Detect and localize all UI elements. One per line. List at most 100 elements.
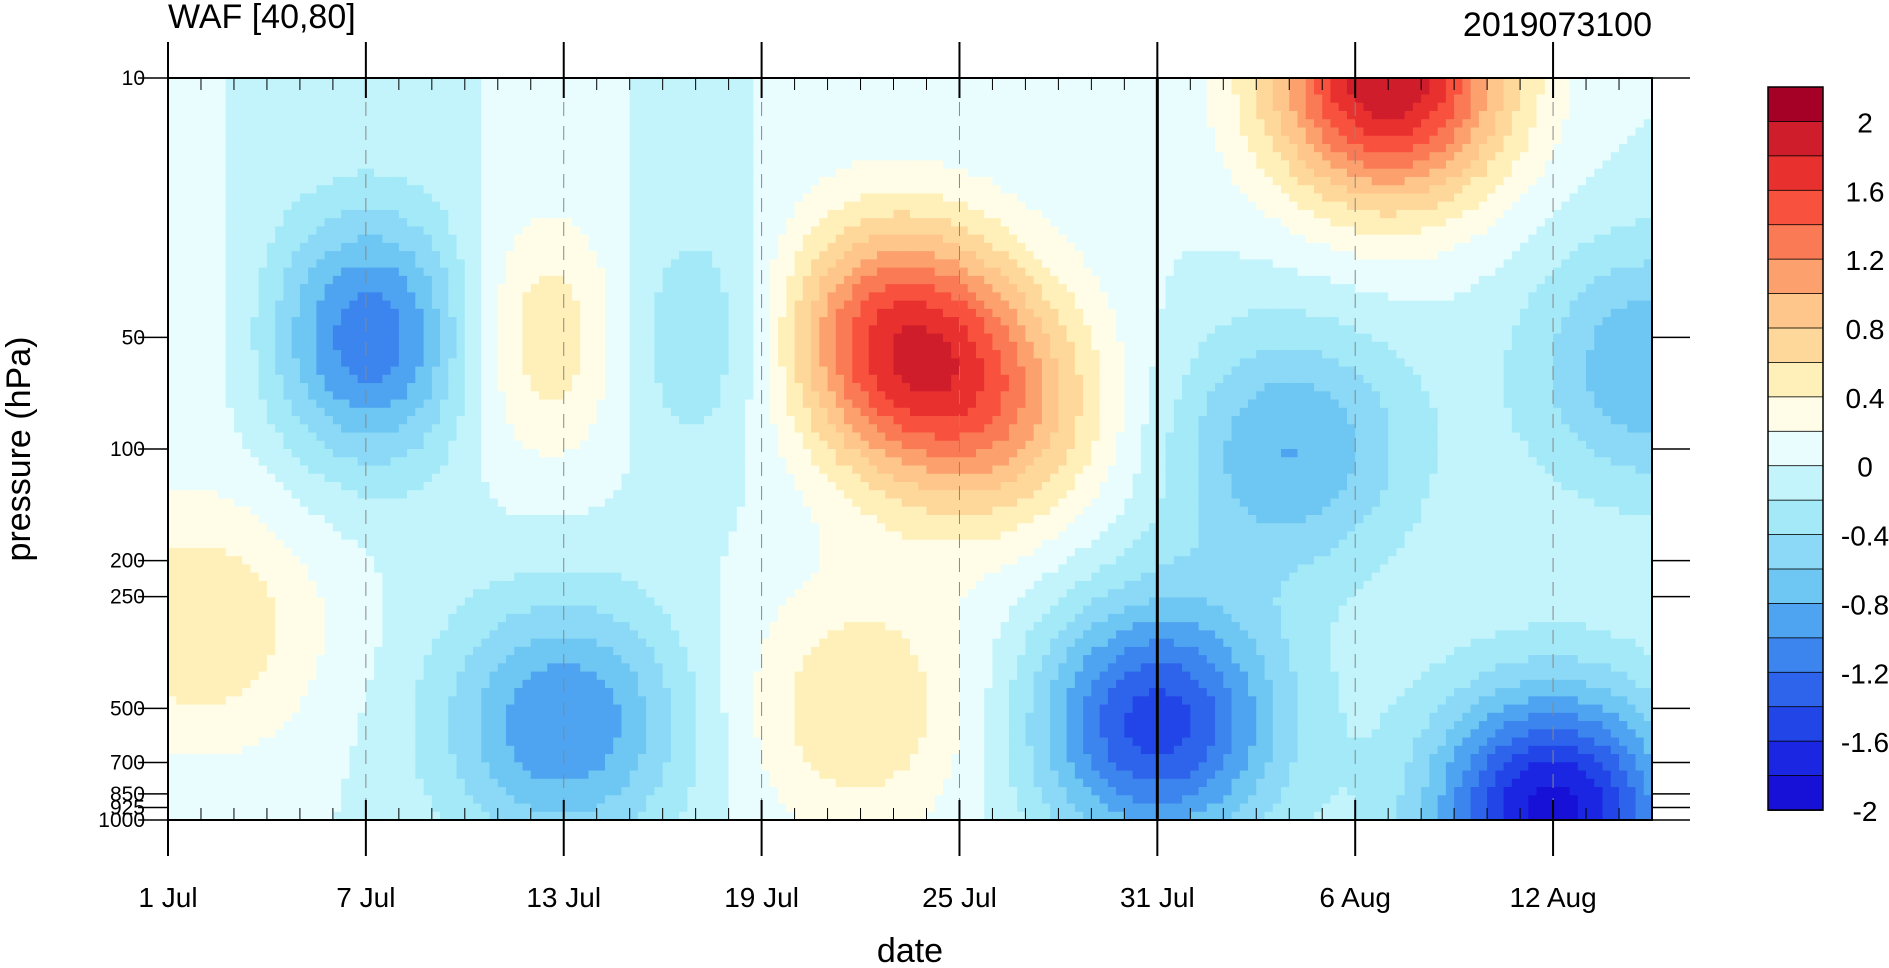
field-cell [539,209,548,219]
field-cell [580,457,590,467]
field-cell [308,242,317,252]
field-cell [621,391,631,401]
field-cell [168,102,177,112]
field-cell [192,721,202,730]
field-cell [176,374,186,384]
field-cell [613,440,623,450]
field-cell [547,481,557,491]
field-cell [365,646,375,656]
field-cell [192,333,202,343]
field-cell [473,300,482,310]
field-cell [604,152,614,162]
field-cell [324,432,334,442]
field-cell [283,580,293,590]
field-cell [440,102,449,112]
field-cell [316,589,326,598]
field-cell [473,589,482,598]
field-cell [448,119,458,129]
field-cell [258,622,268,631]
field-cell [407,449,416,458]
field-cell [225,160,235,170]
field-cell [514,762,524,772]
field-cell [440,457,449,467]
field-cell [283,547,293,557]
field-cell [571,416,581,425]
field-cell [621,416,631,425]
field-cell [184,473,194,483]
field-cell [473,729,482,739]
field-cell [481,242,491,252]
field-cell [563,671,573,681]
field-cell [382,143,392,153]
field-cell [497,770,507,780]
field-cell [555,737,565,747]
field-cell [547,176,557,186]
field-cell [407,465,416,475]
field-cell [184,745,194,755]
field-cell [563,688,573,697]
field-cell [580,696,590,706]
field-cell [506,638,515,648]
field-cell [431,267,441,277]
field-cell [217,729,227,739]
field-cell [242,209,252,219]
field-cell [184,135,194,145]
field-cell [555,778,565,788]
field-cell [440,259,449,269]
field-cell [497,457,507,467]
field-cell [176,597,186,607]
field-cell [621,234,631,244]
field-cell [588,449,598,458]
field-cell [415,778,425,788]
field-cell [184,308,194,318]
field-cell [497,399,507,409]
field-cell [473,275,482,285]
field-cell [349,490,359,500]
field-cell [423,597,433,607]
field-cell [481,671,491,681]
field-cell [332,383,342,392]
field-cell [555,127,565,137]
field-cell [200,564,210,574]
field-cell [250,160,260,170]
field-cell [489,597,499,607]
field-cell [555,646,565,656]
field-cell [407,712,416,722]
field-cell [456,671,466,681]
field-cell [258,152,268,162]
field-cell [407,242,416,252]
field-cell [456,86,466,96]
field-cell [275,193,285,203]
field-cell [506,795,515,805]
field-cell [233,226,243,236]
field-cell [168,374,177,384]
field-cell [415,94,425,104]
field-cell [481,663,491,673]
field-cell [225,795,235,805]
field-cell [217,506,227,516]
field-cell [275,762,285,772]
field-cell [308,308,317,318]
field-cell [225,589,235,598]
field-cell [473,94,482,104]
field-cell [365,251,375,260]
field-cell [489,688,499,697]
field-cell [415,193,425,203]
field-cell [456,754,466,763]
field-cell [489,721,499,730]
field-cell [200,424,210,434]
field-cell [571,622,581,631]
field-cell [168,366,177,376]
field-cell [571,704,581,714]
field-cell [415,135,425,145]
field-cell [341,506,350,516]
field-cell [316,638,326,648]
field-cell [423,300,433,310]
field-cell [390,655,400,664]
field-cell [613,696,623,706]
field-cell [349,168,359,178]
field-cell [275,638,285,648]
field-cell [481,622,491,631]
field-cell [192,795,202,805]
field-cell [398,671,408,681]
